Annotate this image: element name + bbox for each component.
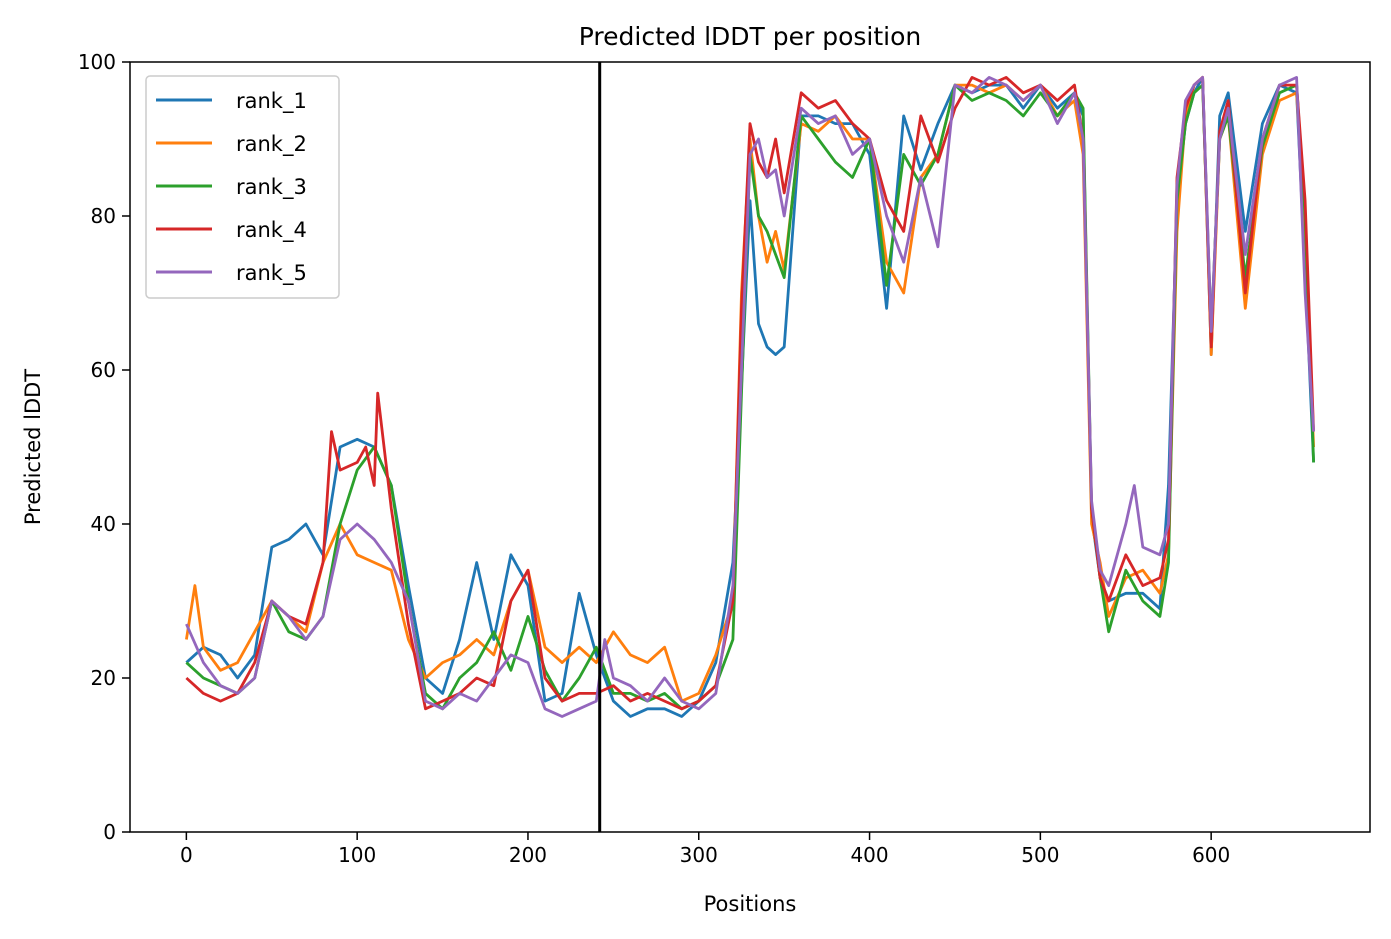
- x-tick-label: 0: [180, 843, 193, 867]
- y-tick-label: 100: [78, 50, 116, 74]
- y-tick-label: 20: [91, 666, 116, 690]
- legend-label-rank_5: rank_5: [236, 261, 307, 286]
- series-line-rank_5: [185, 76, 1315, 718]
- x-tick-label: 100: [338, 843, 376, 867]
- y-tick-label: 0: [103, 820, 116, 844]
- series-line-rank_4: [185, 76, 1315, 711]
- x-tick-label: 600: [1192, 843, 1230, 867]
- y-tick-label: 80: [91, 204, 116, 228]
- legend-box: [145, 75, 340, 299]
- x-tick-label: 500: [1021, 843, 1059, 867]
- plot-lines: [185, 76, 1315, 718]
- legend-label-rank_3: rank_3: [236, 175, 307, 200]
- x-tick-label: 200: [509, 843, 547, 867]
- y-tick-label: 40: [91, 512, 116, 536]
- legend-label-rank_2: rank_2: [236, 132, 307, 157]
- y-axis: 0 20 40 60 80 100: [78, 50, 130, 844]
- legend: rank_1 rank_2 rank_3 rank_4 rank_5: [145, 75, 340, 299]
- y-tick-label: 60: [91, 358, 116, 382]
- y-axis-title: Predicted lDDT: [21, 369, 45, 525]
- plot-frame: [129, 61, 1371, 833]
- chart-title: Predicted lDDT per position: [579, 22, 921, 51]
- x-tick-label: 300: [680, 843, 718, 867]
- legend-label-rank_4: rank_4: [236, 218, 307, 243]
- x-axis-title: Positions: [704, 892, 797, 916]
- x-tick-label: 400: [850, 843, 888, 867]
- legend-label-rank_1: rank_1: [236, 89, 307, 114]
- x-axis: 0 100 200 300 400 500 600: [180, 832, 1230, 867]
